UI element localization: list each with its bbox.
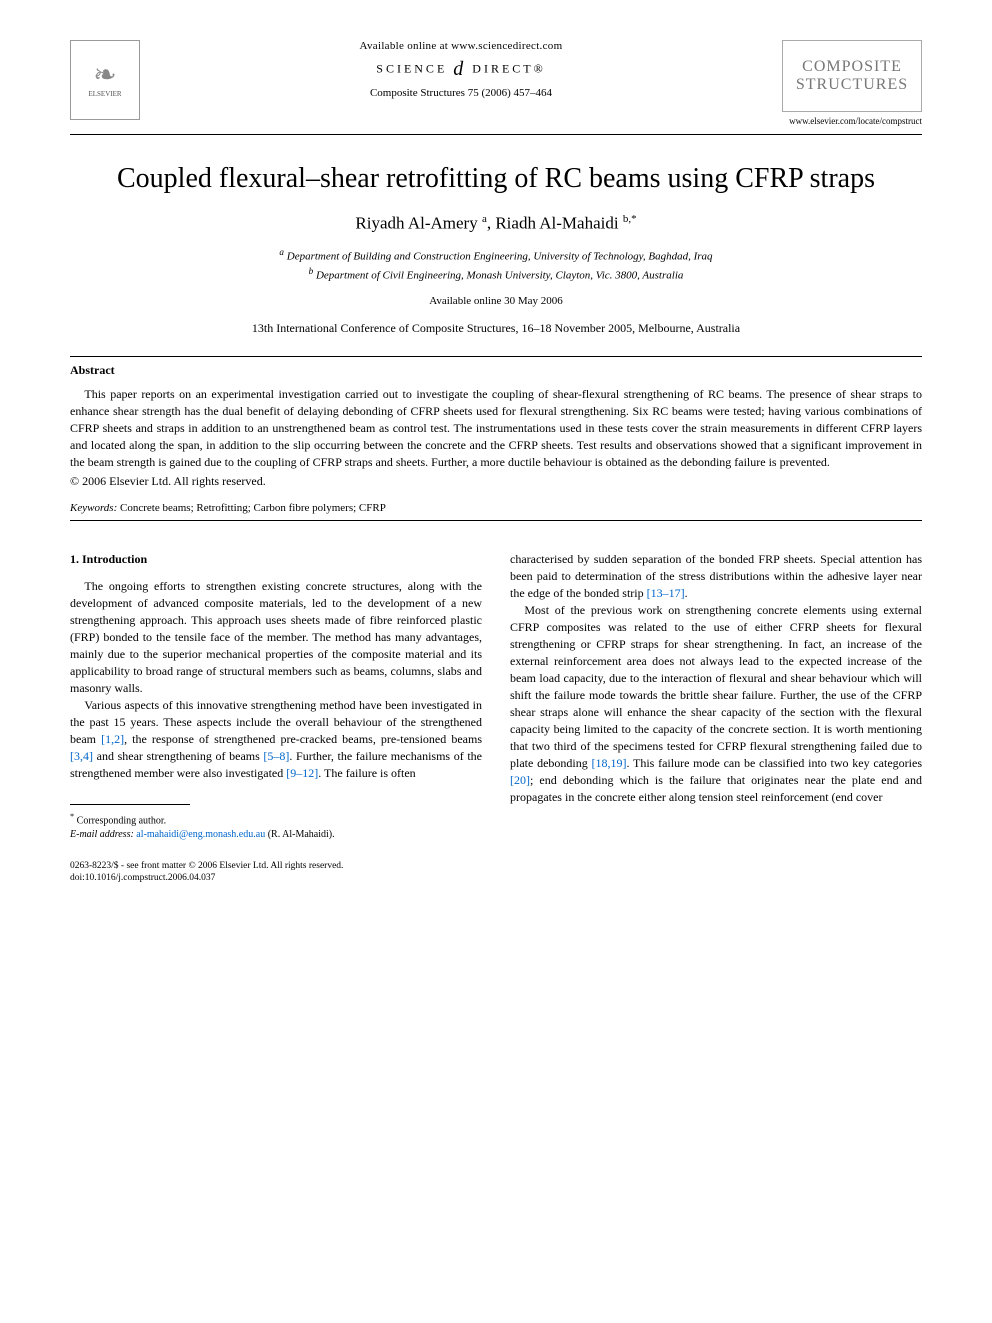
header-center: Available online at www.sciencedirect.co…: [140, 40, 782, 99]
body-columns: 1. Introduction The ongoing efforts to s…: [70, 551, 922, 884]
intro-p2c: and shear strengthening of beams: [93, 749, 263, 763]
journal-cover-box: COMPOSITE STRUCTURES: [782, 40, 922, 112]
intro-heading: 1. Introduction: [70, 551, 482, 568]
ref-link-3-4[interactable]: [3,4]: [70, 749, 93, 763]
footer-line2: doi:10.1016/j.compstruct.2006.04.037: [70, 872, 482, 884]
intro-right-p2b: . This failure mode can be classified in…: [626, 756, 922, 770]
footnote-rule: [70, 804, 190, 805]
ref-link-9-12[interactable]: [9–12]: [286, 766, 318, 780]
journal-cover-block: COMPOSITE STRUCTURES www.elsevier.com/lo…: [782, 40, 922, 126]
elsevier-label: ELSEVIER: [88, 90, 121, 98]
sciencedirect-logo: SCIENCE d DIRECT®: [160, 58, 762, 81]
affiliation-b: b Department of Civil Engineering, Monas…: [70, 265, 922, 285]
sd-swirl-icon: d: [453, 58, 466, 80]
available-online-text: Available online at www.sciencedirect.co…: [160, 40, 762, 52]
footer-line1: 0263-8223/$ - see front matter © 2006 El…: [70, 860, 482, 872]
abstract-copyright: © 2006 Elsevier Ltd. All rights reserved…: [70, 473, 922, 490]
intro-right-p2a: Most of the previous work on strengtheni…: [510, 603, 922, 770]
available-date: Available online 30 May 2006: [70, 295, 922, 307]
intro-p2e: . The failure is often: [318, 766, 415, 780]
keywords-line: Keywords: Concrete beams; Retrofitting; …: [70, 502, 922, 514]
affiliation-b-text: Department of Civil Engineering, Monash …: [316, 270, 683, 282]
affiliations: a Department of Building and Constructio…: [70, 246, 922, 285]
ref-link-20[interactable]: [20]: [510, 773, 530, 787]
corresponding-author: * Corresponding author.: [70, 811, 482, 828]
intro-right-p2c: ; end debonding which is the failure tha…: [510, 773, 922, 804]
keywords-label: Keywords:: [70, 502, 117, 514]
elsevier-logo: ❧ ELSEVIER: [70, 40, 140, 120]
footer-block: 0263-8223/$ - see front matter © 2006 El…: [70, 860, 482, 885]
footnote-block: * Corresponding author. E-mail address: …: [70, 811, 482, 841]
corr-text: Corresponding author.: [77, 816, 166, 827]
authors-line: Riyadh Al-Amery a, Riadh Al-Mahaidi b,*: [70, 213, 922, 234]
abstract-body: This paper reports on an experimental in…: [70, 386, 922, 471]
abstract-bottom-rule: [70, 520, 922, 521]
left-column: 1. Introduction The ongoing efforts to s…: [70, 551, 482, 884]
ref-link-18-19[interactable]: [18,19]: [591, 756, 626, 770]
intro-right-p1a: characterised by sudden separation of th…: [510, 552, 922, 600]
email-line: E-mail address: al-mahaidi@eng.monash.ed…: [70, 828, 482, 842]
keywords-text: Concrete beams; Retrofitting; Carbon fib…: [117, 502, 386, 514]
email-link[interactable]: al-mahaidi@eng.monash.edu.au: [136, 829, 265, 840]
author-1: Riyadh Al-Amery: [355, 214, 482, 233]
author-2-aff: b,: [623, 213, 631, 225]
intro-p2b: , the response of strengthened pre-crack…: [124, 732, 482, 746]
article-title: Coupled flexural–shear retrofitting of R…: [70, 163, 922, 195]
abstract-top-rule: [70, 356, 922, 357]
cover-line2: STRUCTURES: [796, 76, 908, 94]
email-suffix: (R. Al-Mahaidi).: [265, 829, 334, 840]
abstract-label: Abstract: [70, 363, 922, 378]
ref-link-5-8[interactable]: [5–8]: [263, 749, 289, 763]
right-column: characterised by sudden separation of th…: [510, 551, 922, 884]
intro-p2: Various aspects of this innovative stren…: [70, 697, 482, 782]
journal-url: www.elsevier.com/locate/compstruct: [782, 116, 922, 126]
author-2-corr: *: [631, 213, 637, 225]
cover-line1: COMPOSITE: [802, 58, 902, 76]
ref-link-1-2[interactable]: [1,2]: [101, 732, 124, 746]
author-2: Riadh Al-Mahaidi: [495, 214, 622, 233]
top-rule: [70, 134, 922, 135]
conference-line: 13th International Conference of Composi…: [70, 321, 922, 336]
intro-right-p1: characterised by sudden separation of th…: [510, 551, 922, 602]
intro-right-p1b: .: [685, 586, 688, 600]
affiliation-a: a Department of Building and Constructio…: [70, 246, 922, 266]
elsevier-tree-icon: ❧: [93, 62, 116, 90]
affiliation-a-text: Department of Building and Construction …: [287, 250, 713, 262]
intro-right-p2: Most of the previous work on strengtheni…: [510, 602, 922, 806]
intro-p1: The ongoing efforts to strengthen existi…: [70, 578, 482, 697]
ref-link-13-17[interactable]: [13–17]: [647, 586, 685, 600]
journal-reference: Composite Structures 75 (2006) 457–464: [160, 87, 762, 99]
header-row: ❧ ELSEVIER Available online at www.scien…: [70, 40, 922, 126]
email-label: E-mail address:: [70, 829, 134, 840]
sd-right: DIRECT®: [472, 61, 545, 75]
sd-left: SCIENCE: [376, 61, 447, 75]
